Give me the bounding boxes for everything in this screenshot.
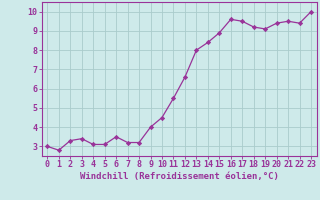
X-axis label: Windchill (Refroidissement éolien,°C): Windchill (Refroidissement éolien,°C)	[80, 172, 279, 181]
